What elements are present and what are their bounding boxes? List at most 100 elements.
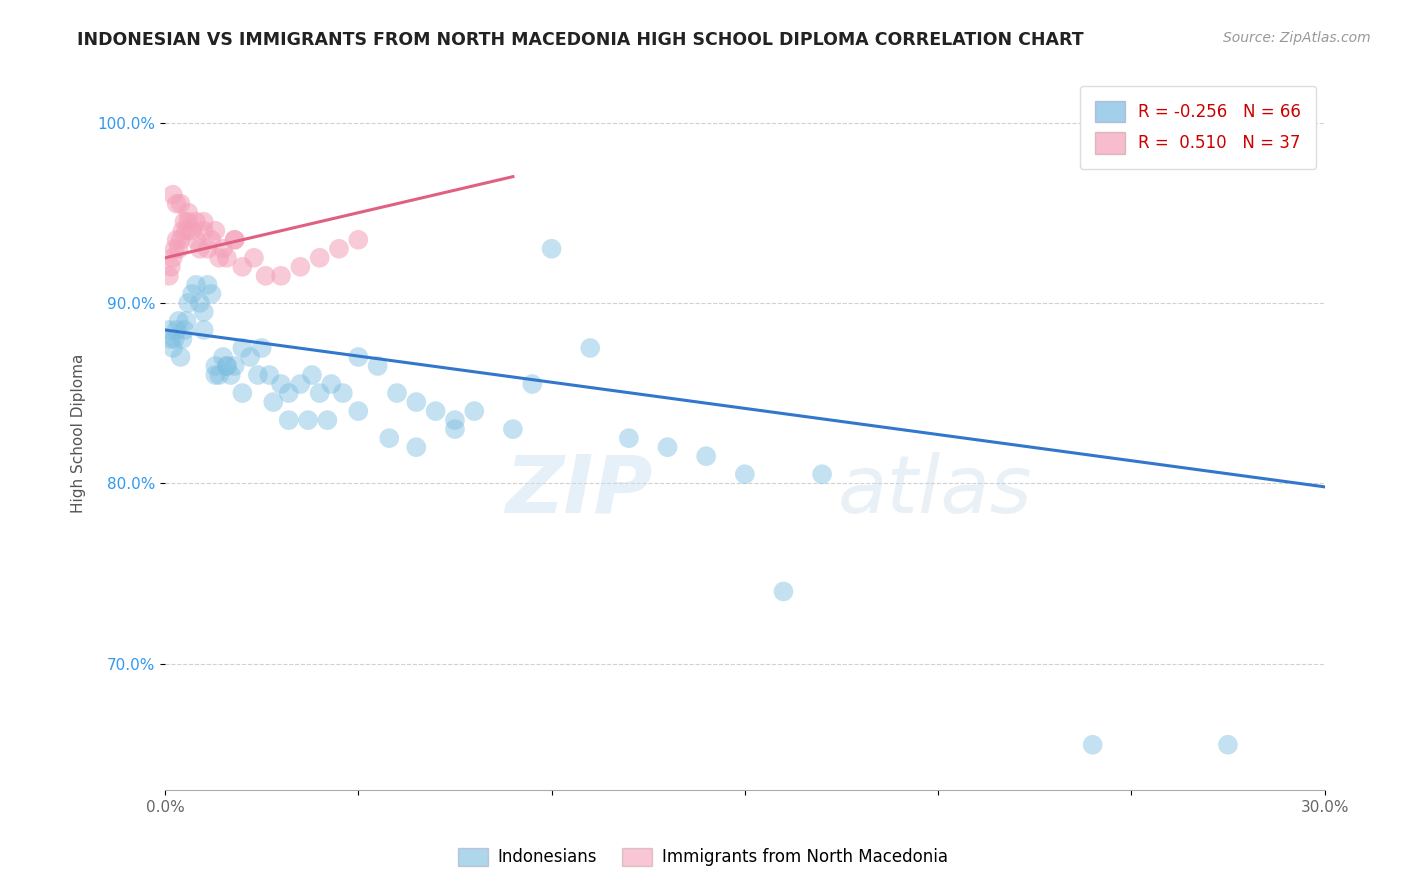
Text: ZIP: ZIP bbox=[505, 451, 652, 530]
Point bbox=[163, 332, 186, 346]
Point bbox=[657, 440, 679, 454]
Point bbox=[1081, 738, 1104, 752]
Text: INDONESIAN VS IMMIGRANTS FROM NORTH MACEDONIA HIGH SCHOOL DIPLOMA CORRELATION CH: INDONESIAN VS IMMIGRANTS FROM NORTH MACE… bbox=[77, 31, 1084, 49]
Point bbox=[425, 404, 447, 418]
Point bbox=[444, 422, 467, 436]
Point bbox=[231, 386, 253, 401]
Point bbox=[321, 377, 343, 392]
Point bbox=[169, 350, 191, 364]
Point bbox=[277, 413, 299, 427]
Point bbox=[308, 386, 330, 401]
Point bbox=[163, 242, 186, 256]
Point bbox=[316, 413, 339, 427]
Point bbox=[385, 386, 408, 401]
Legend: R = -0.256   N = 66, R =  0.510   N = 37: R = -0.256 N = 66, R = 0.510 N = 37 bbox=[1080, 86, 1316, 169]
Point bbox=[290, 377, 312, 392]
Point bbox=[169, 233, 191, 247]
Point bbox=[270, 268, 292, 283]
Point bbox=[160, 260, 183, 274]
Point bbox=[250, 341, 273, 355]
Point bbox=[246, 368, 269, 382]
Point bbox=[162, 251, 184, 265]
Point bbox=[444, 413, 467, 427]
Point bbox=[239, 350, 262, 364]
Point bbox=[617, 431, 640, 445]
Point bbox=[200, 286, 222, 301]
Point bbox=[172, 332, 194, 346]
Point bbox=[367, 359, 389, 373]
Point bbox=[181, 286, 204, 301]
Point bbox=[405, 440, 427, 454]
Point bbox=[1216, 738, 1239, 752]
Point bbox=[405, 395, 427, 409]
Point bbox=[231, 260, 253, 274]
Point bbox=[193, 323, 215, 337]
Point bbox=[332, 386, 354, 401]
Point bbox=[197, 277, 219, 292]
Point bbox=[579, 341, 602, 355]
Point bbox=[215, 251, 238, 265]
Point bbox=[204, 368, 226, 382]
Point bbox=[254, 268, 277, 283]
Point bbox=[177, 205, 200, 219]
Point bbox=[215, 359, 238, 373]
Point bbox=[212, 242, 235, 256]
Point bbox=[540, 242, 562, 256]
Point bbox=[290, 260, 312, 274]
Point bbox=[215, 359, 238, 373]
Point bbox=[772, 584, 794, 599]
Point bbox=[193, 305, 215, 319]
Point bbox=[224, 233, 246, 247]
Point bbox=[166, 196, 188, 211]
Point bbox=[184, 277, 207, 292]
Point bbox=[176, 314, 198, 328]
Point bbox=[176, 224, 198, 238]
Point bbox=[173, 323, 195, 337]
Point bbox=[160, 332, 183, 346]
Point bbox=[347, 404, 370, 418]
Point bbox=[262, 395, 284, 409]
Point bbox=[259, 368, 281, 382]
Point bbox=[193, 215, 215, 229]
Point bbox=[177, 215, 200, 229]
Point bbox=[243, 251, 266, 265]
Point bbox=[197, 242, 219, 256]
Point bbox=[463, 404, 485, 418]
Point bbox=[208, 251, 231, 265]
Point bbox=[219, 368, 242, 382]
Point bbox=[347, 350, 370, 364]
Point bbox=[172, 224, 194, 238]
Point bbox=[166, 323, 188, 337]
Point bbox=[157, 323, 180, 337]
Text: Source: ZipAtlas.com: Source: ZipAtlas.com bbox=[1223, 31, 1371, 45]
Point bbox=[167, 242, 190, 256]
Point bbox=[522, 377, 544, 392]
Y-axis label: High School Diploma: High School Diploma bbox=[72, 354, 86, 513]
Point bbox=[204, 224, 226, 238]
Point bbox=[277, 386, 299, 401]
Point bbox=[224, 233, 246, 247]
Point bbox=[188, 242, 211, 256]
Point bbox=[162, 187, 184, 202]
Point bbox=[167, 314, 190, 328]
Point bbox=[212, 350, 235, 364]
Point bbox=[270, 377, 292, 392]
Point bbox=[811, 467, 834, 482]
Point bbox=[208, 368, 231, 382]
Point bbox=[177, 296, 200, 310]
Point bbox=[157, 268, 180, 283]
Point bbox=[347, 233, 370, 247]
Point bbox=[502, 422, 524, 436]
Point bbox=[162, 341, 184, 355]
Point bbox=[184, 215, 207, 229]
Point bbox=[224, 359, 246, 373]
Point bbox=[188, 296, 211, 310]
Point bbox=[231, 341, 253, 355]
Point bbox=[193, 224, 215, 238]
Point bbox=[301, 368, 323, 382]
Point bbox=[173, 215, 195, 229]
Point bbox=[166, 233, 188, 247]
Point bbox=[378, 431, 401, 445]
Text: atlas: atlas bbox=[838, 451, 1032, 530]
Point bbox=[169, 196, 191, 211]
